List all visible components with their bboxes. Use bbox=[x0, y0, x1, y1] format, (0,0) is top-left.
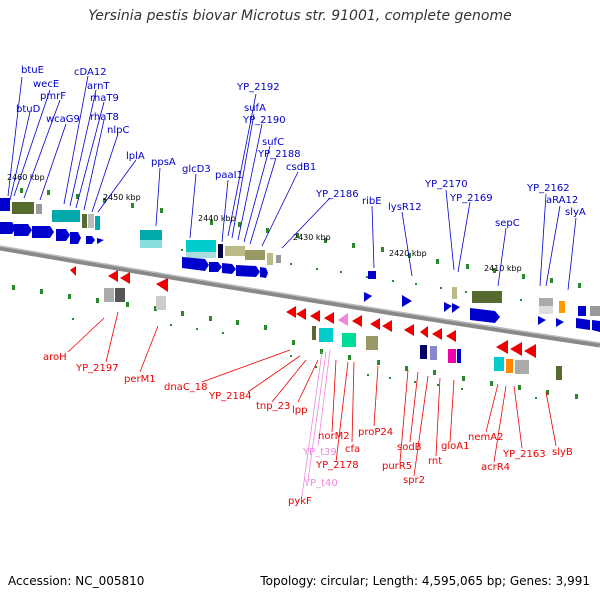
gene-label: rhaT9 bbox=[90, 93, 119, 104]
accession-text: Accession: NC_005810 bbox=[8, 574, 145, 588]
gene-label: purR5 bbox=[382, 461, 412, 472]
gene-label: proP24 bbox=[358, 427, 393, 438]
gene-label: pmrF bbox=[40, 91, 66, 102]
top-label-leaders bbox=[7, 75, 577, 291]
gene-label: perM1 bbox=[124, 374, 156, 385]
gene-label: YP_2163 bbox=[502, 449, 546, 460]
gene-label: csdB1 bbox=[286, 162, 316, 173]
scale-label: 2410 kbp bbox=[484, 264, 522, 273]
top-labels: btuE wecE btuD pmrF wcaG9 cDA12 arnT rha… bbox=[16, 65, 586, 229]
gene-label: paaI1 bbox=[215, 170, 243, 181]
gene-label: YP_2178 bbox=[315, 460, 359, 471]
gene-label: sufC bbox=[262, 137, 284, 148]
gene-label: btuE bbox=[21, 65, 44, 76]
gene-label: btuD bbox=[16, 104, 41, 115]
gene-label: sufA bbox=[244, 103, 266, 114]
bottom-label-leaders bbox=[67, 311, 557, 477]
gene-label: arnT bbox=[87, 81, 110, 92]
minus-strand-features bbox=[70, 266, 562, 380]
gene-label: dnaC_18 bbox=[164, 382, 208, 393]
gene-label: YP_2170 bbox=[424, 179, 468, 190]
gene-label: wecE bbox=[33, 79, 59, 90]
gene-label: YP_2192 bbox=[236, 82, 280, 93]
gene-label: rnt bbox=[428, 456, 442, 467]
gene-label: ppsA bbox=[151, 157, 176, 168]
gene-label: lysR12 bbox=[388, 202, 422, 213]
gene-label: slyB bbox=[552, 447, 573, 458]
gene-label: YP_2184 bbox=[208, 391, 252, 402]
gene-label: rhaT8 bbox=[90, 112, 119, 123]
gene-label: YP_2188 bbox=[257, 149, 301, 160]
scale-label: 2440 kbp bbox=[198, 214, 236, 223]
scale-ticks-upper bbox=[20, 188, 581, 301]
gene-label: norM2 bbox=[318, 431, 350, 442]
gene-label: nlpC bbox=[107, 125, 129, 136]
gene-label: sodB bbox=[397, 442, 422, 453]
gene-label: YP_2169 bbox=[449, 193, 493, 204]
gene-label: YP_2186 bbox=[315, 189, 359, 200]
gene-label: lplA bbox=[126, 151, 145, 162]
gene-label: aroH bbox=[43, 352, 67, 363]
gene-label: wcaG9 bbox=[46, 114, 80, 125]
gene-label: pykF bbox=[288, 496, 312, 507]
gene-label: YP_t40 bbox=[303, 478, 338, 489]
genome-summary-text: Topology: circular; Length: 4,595,065 bp… bbox=[260, 574, 590, 588]
scale-ticks-lower bbox=[12, 285, 578, 399]
gene-label: YP_2197 bbox=[75, 363, 119, 374]
bottom-labels: aroH YP_2197 perM1 dnaC_18 YP_2184 tnp_2… bbox=[43, 352, 573, 507]
gene-label: cDA12 bbox=[74, 67, 107, 78]
gene-label: YP_2190 bbox=[242, 115, 286, 126]
gene-label: nemA2 bbox=[468, 432, 503, 443]
gene-label: cfa bbox=[345, 444, 360, 455]
gene-label: tnp_23 bbox=[256, 401, 290, 412]
scale-label: 2450 kbp bbox=[103, 193, 141, 202]
gene-label: glcD3 bbox=[182, 164, 211, 175]
plus-strand-features bbox=[0, 198, 600, 332]
scale-label: 2420 kbp bbox=[389, 249, 427, 258]
gene-label: aRA12 bbox=[546, 195, 578, 206]
gene-label: lpp bbox=[292, 405, 307, 416]
scale-label: 2430 kbp bbox=[293, 233, 331, 242]
genome-backbone bbox=[0, 245, 600, 348]
gene-label: sepC bbox=[495, 218, 520, 229]
gene-label: YP_2162 bbox=[526, 183, 570, 194]
gene-label: slyA bbox=[565, 207, 586, 218]
gene-label: acrR4 bbox=[481, 462, 510, 473]
gene-label: spr2 bbox=[403, 475, 425, 486]
scale-label: 2460 kbp bbox=[7, 173, 45, 182]
gene-label: ribE bbox=[362, 196, 382, 207]
genome-title: Yersinia pestis biovar Microtus str. 910… bbox=[88, 8, 512, 24]
gene-label: gloA1 bbox=[441, 441, 469, 452]
gene-label: YP_t39 bbox=[302, 447, 337, 458]
